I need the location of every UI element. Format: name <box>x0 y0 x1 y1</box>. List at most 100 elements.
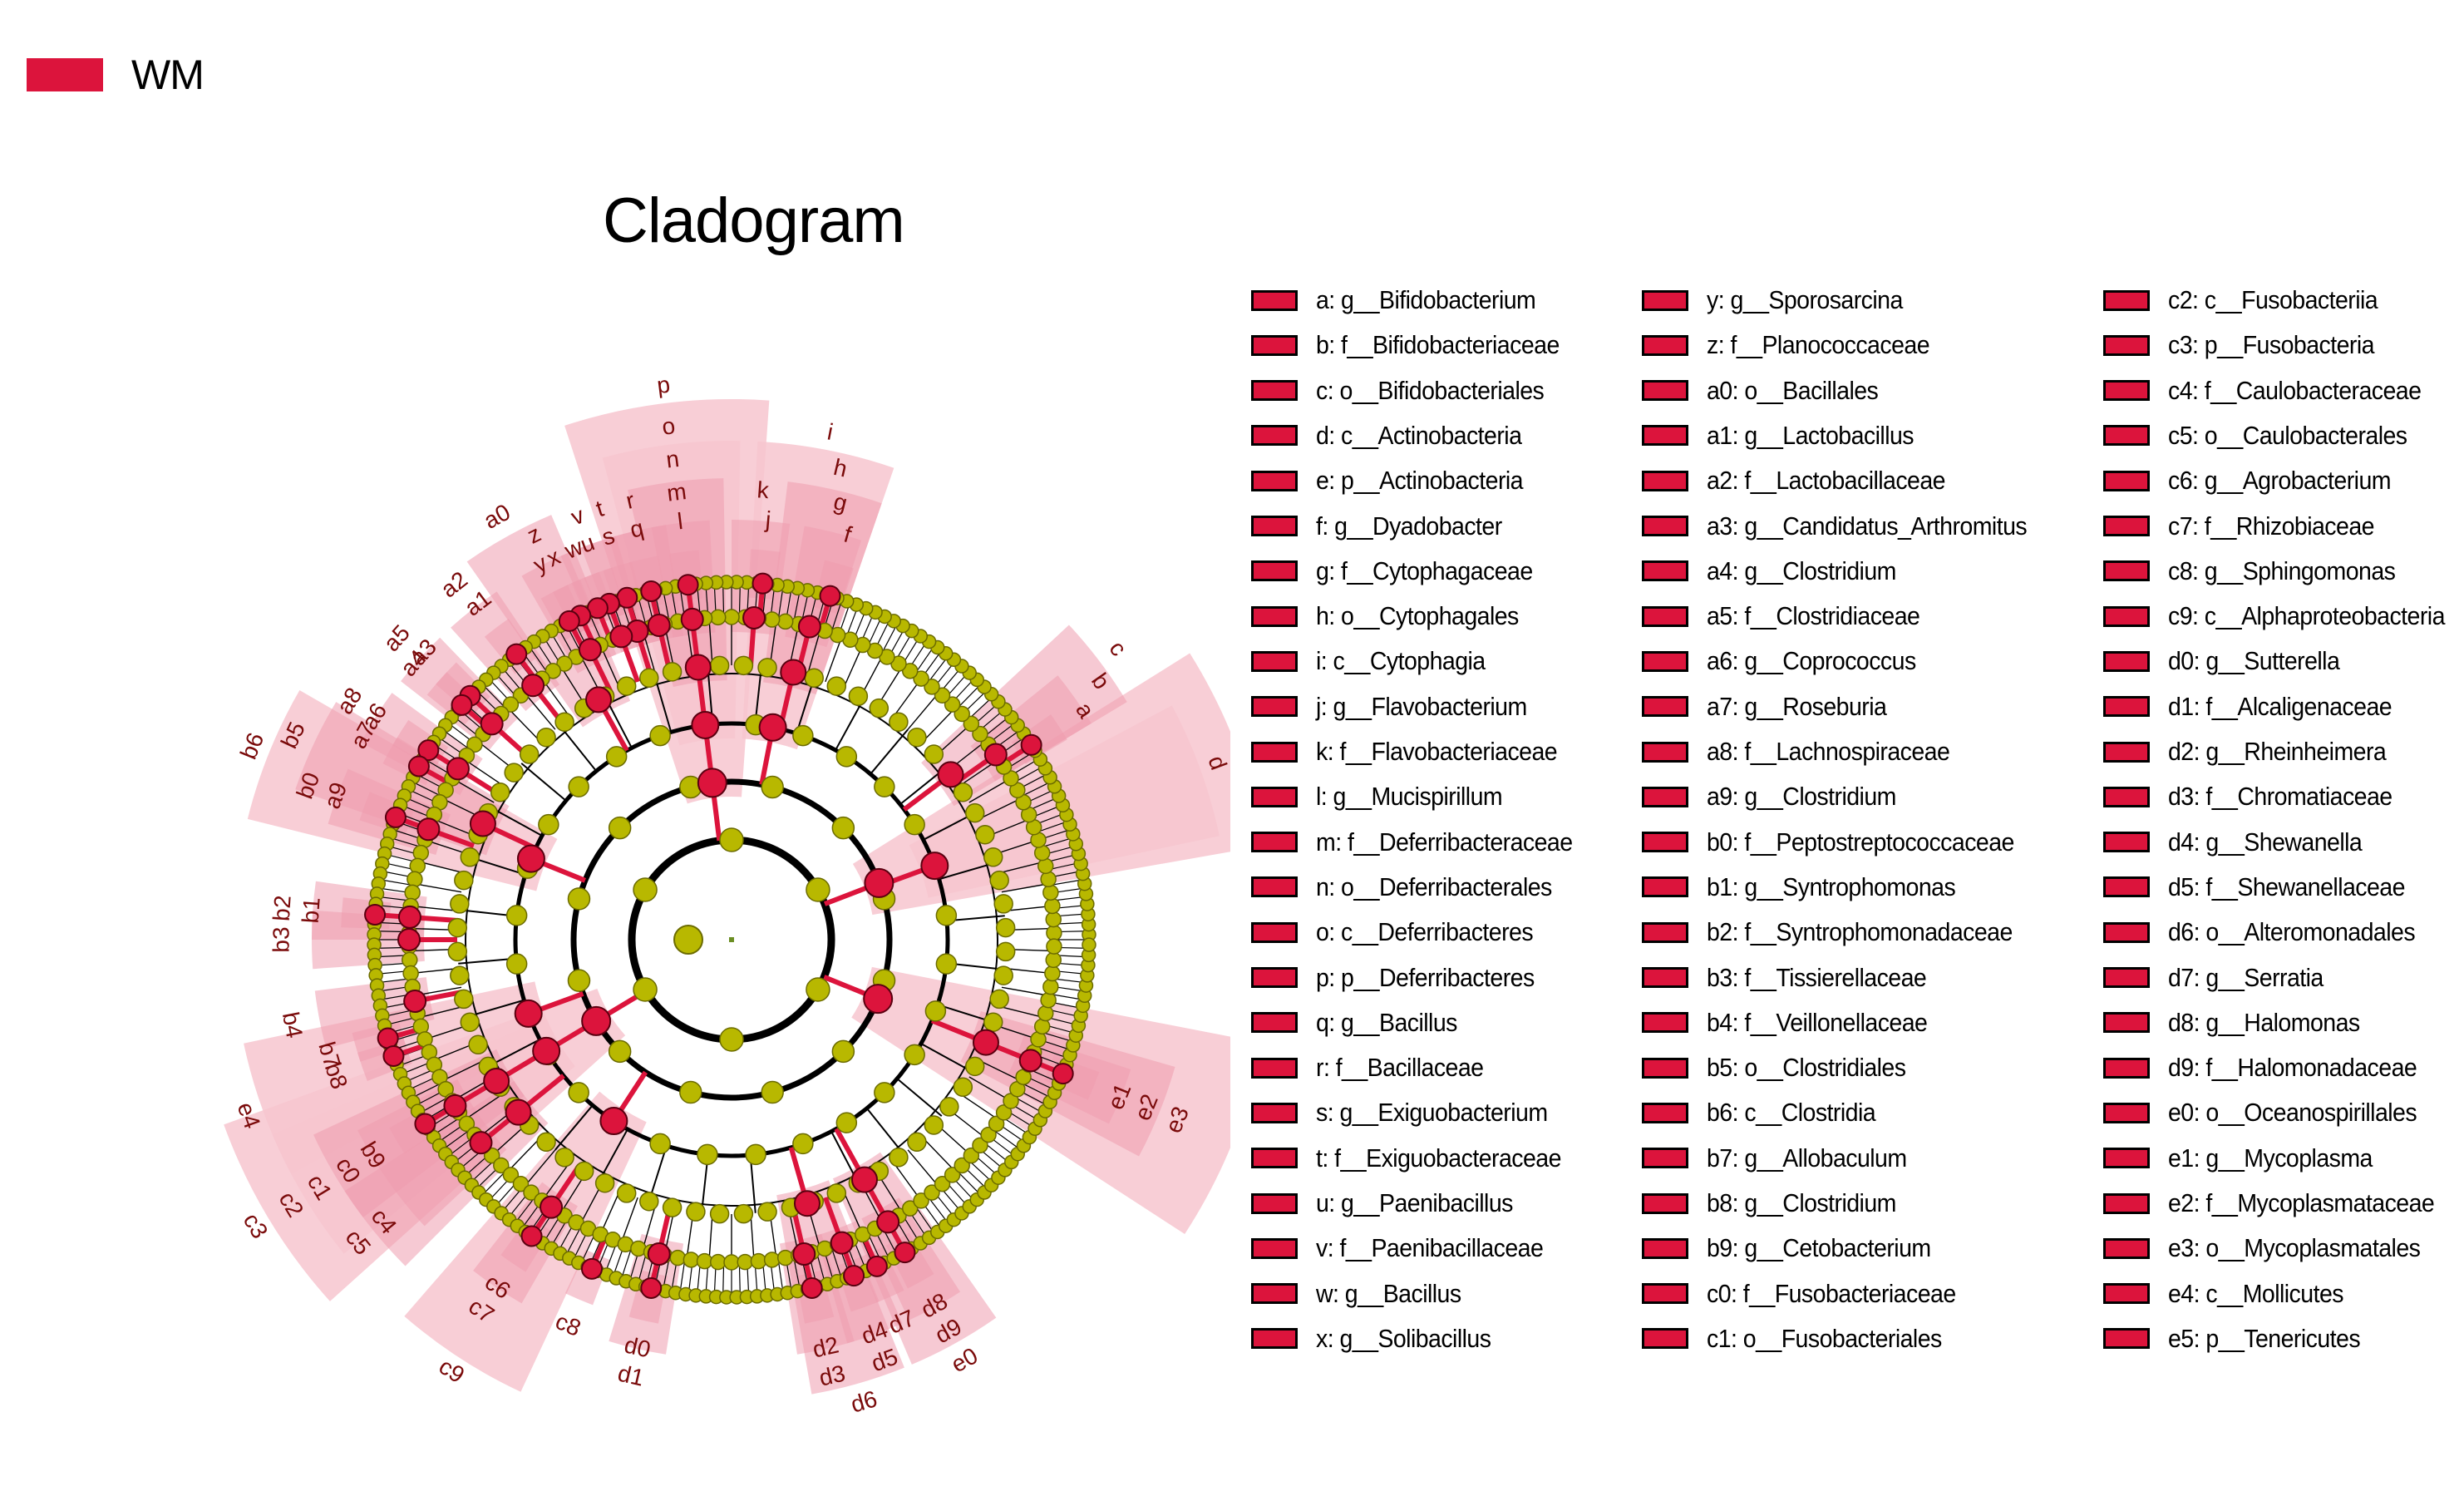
tree-node <box>545 663 562 679</box>
legend-item: z: f__Planococcaceae <box>1642 323 1949 368</box>
tree-node <box>404 884 421 901</box>
tree-node <box>568 1082 589 1103</box>
legend-text: x: g__Solibacillus <box>1316 1323 1491 1353</box>
legend-text: b9: g__Cetobacterium <box>1707 1233 1931 1263</box>
tree-node <box>460 1012 480 1032</box>
tree-node <box>737 1253 753 1271</box>
enriched-node <box>972 1029 999 1056</box>
branch-line <box>946 915 1005 922</box>
branch-line <box>830 599 843 634</box>
tree-node <box>679 1080 702 1104</box>
legend-item: c4: f__Caulobacteraceae <box>2103 368 2443 413</box>
tree-node <box>904 813 925 836</box>
tree-node <box>792 1133 814 1155</box>
tree-node <box>954 705 970 723</box>
legend-swatch <box>1642 516 1688 536</box>
clade-label: b4 <box>278 1010 308 1039</box>
legend-swatch <box>2103 1237 2150 1259</box>
tree-node <box>454 989 474 1010</box>
tree-node <box>493 1157 510 1174</box>
tree-node <box>924 1184 940 1201</box>
enriched-node <box>581 1005 612 1036</box>
legend-item: c2: c__Fusobacteriia <box>2103 278 2396 323</box>
tree-node <box>924 1115 944 1135</box>
legend-text: a3: g__Candidatus_Arthromitus <box>1707 511 2028 541</box>
enriched-node <box>532 1036 561 1065</box>
legend-swatch <box>1642 1192 1688 1214</box>
legend-item: d3: f__Chromatiaceae <box>2103 774 2412 819</box>
tree-node <box>402 965 419 982</box>
legend-text: c3: p__Fusobacteria <box>2168 330 2374 360</box>
tree-node <box>792 724 814 747</box>
legend-swatch <box>2103 832 2150 853</box>
legend-text: k: f__Flavobacteriaceae <box>1316 737 1558 766</box>
tree-node <box>1040 991 1057 1009</box>
clade-label: g <box>831 488 850 516</box>
taxa-legend: a: g__Bifidobacterium b: f__Bifidobacteri… <box>1251 278 2457 1359</box>
legend-text: a7: g__Roseburia <box>1707 691 1887 721</box>
branch-line <box>958 1092 1000 1121</box>
legend-text: d7: g__Serratia <box>2168 962 2324 992</box>
legend-item: d: c__Actinobacteria <box>1251 413 1540 458</box>
tree-node <box>763 611 781 628</box>
enriched-node <box>585 686 613 713</box>
legend-swatch <box>1251 696 1298 718</box>
legend-swatch <box>1642 289 1688 311</box>
legend-item: b3: f__Tissierellaceae <box>1642 955 1945 1000</box>
branch-line <box>978 797 1023 820</box>
legend-item: a6: g__Coprococcus <box>1642 639 1934 684</box>
legend-swatch <box>2103 560 2150 582</box>
tree-node <box>944 1167 961 1183</box>
tree-node <box>538 813 559 836</box>
tree-node <box>934 687 951 704</box>
tree-node <box>710 1253 727 1271</box>
legend-item: m: f__Deferribacteraceae <box>1251 820 1594 865</box>
legend-text: c4: f__Caulobacteraceae <box>2168 375 2422 405</box>
tree-node <box>972 1137 988 1154</box>
legend-item: v: f__Paenibacillaceae <box>1251 1226 1563 1271</box>
tree-node <box>719 827 744 852</box>
legend-text: a8: f__Lachnospiraceae <box>1707 737 1950 766</box>
tree-node <box>460 847 480 867</box>
legend-text: r: f__Bacillaceae <box>1316 1053 1484 1083</box>
legend-text: e1: g__Mycoplasma <box>2168 1143 2373 1173</box>
enriched-node <box>843 1265 865 1287</box>
legend-text: f: g__Dyadobacter <box>1316 511 1502 541</box>
tree-node <box>953 1077 973 1098</box>
legend-item: c6: g__Agrobacterium <box>2103 458 2410 503</box>
branch-line <box>835 699 865 751</box>
tree-node <box>649 1133 671 1155</box>
legend-text: s: g__Exiguobacterium <box>1316 1098 1548 1128</box>
clade-label: l <box>676 508 684 535</box>
legend-text: w: g__Bacillus <box>1316 1278 1461 1308</box>
legend-text: e4: c__Mollicutes <box>2168 1278 2344 1308</box>
legend-swatch <box>2103 605 2150 627</box>
legend-item: d1: f__Alcaligenaceae <box>2103 684 2411 729</box>
tree-node <box>1042 978 1059 995</box>
legend-item: b2: f__Syntrophomonadaceae <box>1642 910 2039 955</box>
legend-item: c0: f__Fusobacteriaceae <box>1642 1271 1978 1316</box>
legend-swatch <box>2103 1328 2150 1350</box>
tree-node <box>964 1056 985 1077</box>
legend-text: h: o__Cytophagales <box>1316 601 1519 631</box>
legend-item: a7: g__Roseburia <box>1642 684 1902 729</box>
enriched-node <box>937 761 964 788</box>
tree-ring <box>465 673 998 1207</box>
legend-swatch <box>1251 741 1298 763</box>
legend-swatch <box>1642 832 1688 853</box>
tree-node <box>556 655 573 672</box>
tree-node <box>502 1167 520 1183</box>
branch-line <box>506 707 542 743</box>
legend-swatch <box>2103 470 2150 491</box>
clade-label: b3 <box>268 926 293 952</box>
tree-node <box>907 1132 927 1153</box>
tree-ring <box>513 721 950 1158</box>
enriched-node <box>691 710 720 739</box>
tree-node <box>1042 884 1059 901</box>
clade-label: e0 <box>947 1342 982 1377</box>
legend-swatch <box>1642 560 1688 582</box>
branch-line <box>463 758 505 787</box>
clade-label: d0 <box>622 1331 653 1362</box>
legend-text: a0: o__Bacillales <box>1707 375 1879 405</box>
branch-line <box>939 862 996 881</box>
